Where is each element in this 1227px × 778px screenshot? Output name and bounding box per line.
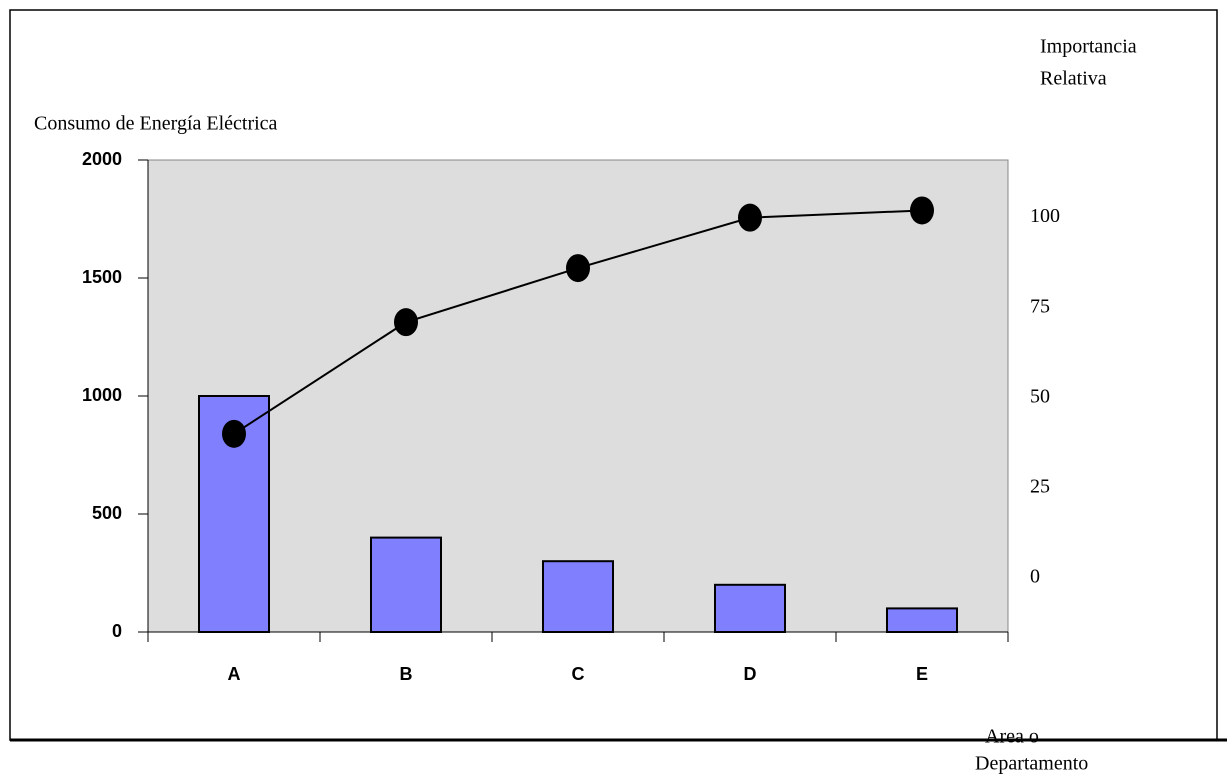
x-axis-label: Departamento	[975, 753, 1088, 775]
y2-axis-label: Relativa	[1040, 68, 1107, 90]
line-point	[394, 308, 418, 337]
bar	[714, 583, 786, 633]
y2-tick-label: 0	[1030, 566, 1040, 588]
bar	[886, 607, 958, 634]
y2-tick-label: 100	[1030, 205, 1060, 227]
line-point	[222, 419, 246, 448]
x-tick-label: D	[744, 664, 757, 684]
y2-tick-label: 75	[1030, 295, 1050, 317]
x-tick-label: E	[916, 664, 928, 684]
bar	[542, 560, 614, 634]
y-tick-label: 1500	[82, 267, 122, 287]
y-tick-label: 500	[92, 503, 122, 523]
line-point	[910, 196, 934, 225]
x-tick-label: B	[400, 664, 413, 684]
bar	[370, 536, 442, 633]
y2-tick-label: 50	[1030, 385, 1050, 407]
y-axis-label: Consumo de Energía Eléctrica	[34, 113, 278, 135]
y-tick-label: 1000	[82, 385, 122, 405]
x-tick-label: C	[572, 664, 585, 684]
x-axis-label: Area o	[985, 726, 1039, 748]
y2-axis-label: Importancia	[1040, 36, 1137, 58]
y-tick-label: 2000	[82, 149, 122, 169]
y-tick-label: 0	[112, 621, 122, 641]
line-point	[738, 203, 762, 232]
y2-tick-label: 25	[1030, 475, 1050, 497]
line-point	[566, 254, 590, 283]
x-tick-label: A	[228, 664, 241, 684]
